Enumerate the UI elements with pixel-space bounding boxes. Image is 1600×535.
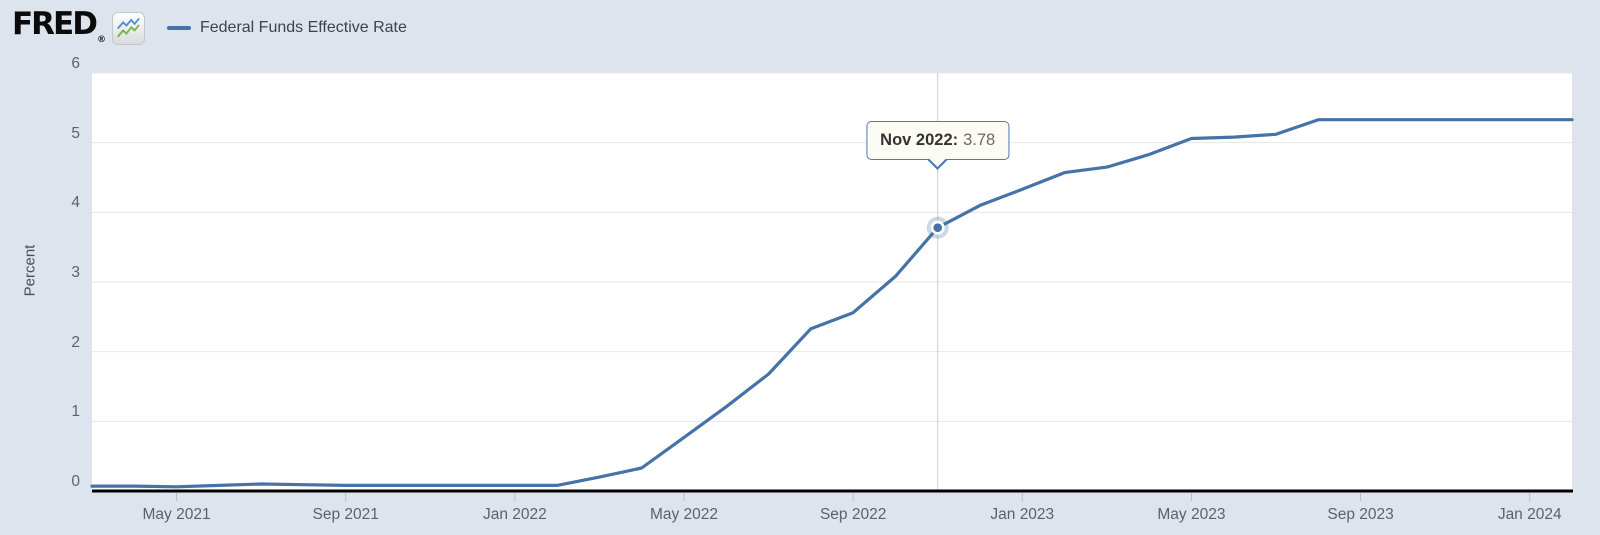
y-axis-label: 3 xyxy=(71,264,80,281)
x-axis-label: Sep 2022 xyxy=(819,506,887,523)
tooltip-date-label: Nov 2022: xyxy=(880,130,959,149)
series-line xyxy=(90,118,1574,489)
marker-dot xyxy=(933,223,943,232)
x-axis-label: Jan 2023 xyxy=(990,506,1055,523)
legend-series-label: Federal Funds Effective Rate xyxy=(199,19,407,36)
y-axis-label: 2 xyxy=(71,333,80,351)
registered-mark-icon: ® xyxy=(96,35,106,45)
fred-logo[interactable]: FRED® xyxy=(12,6,106,49)
fred-logo-text: FRED xyxy=(12,6,98,42)
tooltip-arrow xyxy=(926,158,949,170)
y-axis-label: 1 xyxy=(71,403,80,421)
x-axis-label: May 2023 xyxy=(1157,506,1226,523)
x-axis-label: Sep 2023 xyxy=(1327,506,1394,523)
x-axis-line xyxy=(92,489,1573,493)
y-axis-label: 5 xyxy=(71,124,80,142)
y-axis-label: 0 xyxy=(71,473,80,490)
line-chart-icon xyxy=(111,11,145,45)
legend: Federal Funds Effective Rate xyxy=(166,19,407,37)
y-axis-label: 6 xyxy=(71,55,80,72)
chart-header: FRED® Federal Funds Effective Rate xyxy=(12,6,407,49)
x-axis-label: Jan 2024 xyxy=(1497,506,1562,523)
x-axis-label: Sep 2021 xyxy=(312,506,379,523)
tooltip: Nov 2022: 3.78 xyxy=(866,120,1010,170)
x-axis-label: May 2021 xyxy=(142,506,211,523)
y-axis-label: 4 xyxy=(71,194,80,212)
legend-line-swatch xyxy=(166,26,191,30)
x-axis-label: Jan 2022 xyxy=(482,506,547,523)
tooltip-value: 3.78 xyxy=(963,130,996,149)
x-axis-label: May 2022 xyxy=(649,506,719,523)
